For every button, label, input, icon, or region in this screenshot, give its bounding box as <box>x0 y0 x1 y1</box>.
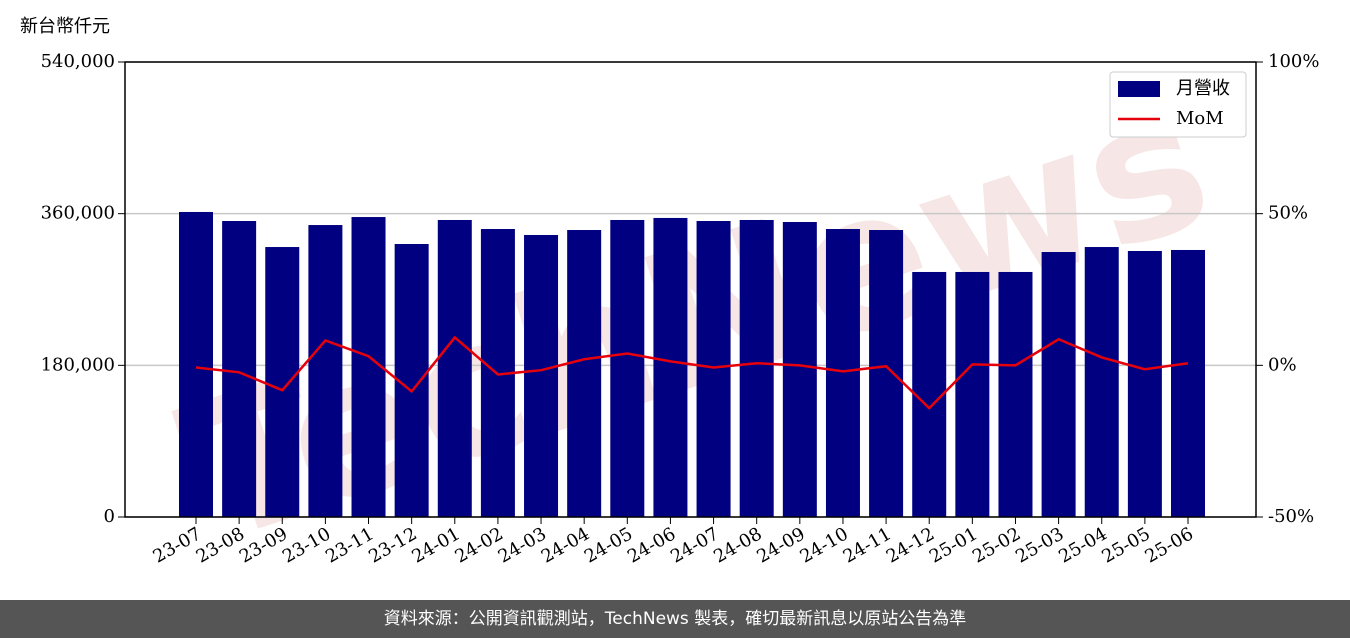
bar <box>739 219 774 517</box>
bar <box>653 217 688 518</box>
bar <box>1041 252 1076 517</box>
bar <box>869 230 904 517</box>
y-tick-label: 180,000 <box>41 354 115 375</box>
y2-tick-label: 0% <box>1268 354 1297 375</box>
bar <box>782 222 817 517</box>
y-tick-label: 540,000 <box>41 51 115 72</box>
bar <box>265 247 300 518</box>
y-tick-label: 0 <box>104 506 115 527</box>
footer: 資料來源：公開資訊觀測站，TechNews 製表，確切最新訊息以原站公告為準 <box>0 600 1350 638</box>
x-tick-label: 25-06 <box>1142 523 1197 567</box>
legend-label: 月營收 <box>1176 78 1230 99</box>
bar <box>955 271 990 517</box>
legend-label: MoM <box>1176 108 1224 129</box>
x-tick-label: 24-11 <box>840 523 895 567</box>
x-tick-label: 24-09 <box>753 523 808 567</box>
bar <box>179 211 213 517</box>
x-tick-label: 24-06 <box>624 523 679 567</box>
bar <box>1127 250 1162 517</box>
x-tick-label: 25-01 <box>926 523 981 567</box>
x-tick-label: 24-07 <box>667 523 722 567</box>
bar <box>222 220 257 517</box>
y2-tick-label: 50% <box>1268 203 1308 224</box>
x-tick-label: 24-04 <box>538 523 593 567</box>
x-tick-label: 24-08 <box>710 523 765 567</box>
x-tick-label: 24-01 <box>408 523 463 567</box>
x-tick-label: 25-03 <box>1012 523 1067 567</box>
y2-tick-label: 100% <box>1268 51 1319 72</box>
y-tick-label: 360,000 <box>41 203 115 224</box>
line <box>195 335 1189 410</box>
bar <box>998 271 1033 517</box>
plot-frame <box>124 61 1257 518</box>
x-tick-label: 24-10 <box>797 523 852 567</box>
legend-swatch <box>1118 81 1160 97</box>
x-tick-label: 25-02 <box>969 523 1024 567</box>
bar <box>1171 249 1205 517</box>
x-tick-label: 25-04 <box>1055 523 1110 567</box>
x-tick-label: 25-05 <box>1098 523 1153 567</box>
y2-tick-label: -50% <box>1268 506 1314 527</box>
bar <box>825 229 860 518</box>
bar <box>308 225 343 517</box>
bar <box>912 271 947 517</box>
y-axis-label: 新台幣仟元 <box>20 16 110 37</box>
bar <box>696 220 731 517</box>
x-tick-label: 24-12 <box>883 523 938 567</box>
bar <box>524 234 559 517</box>
bar <box>610 219 645 517</box>
x-tick-label: 23-07 <box>150 523 205 567</box>
x-tick-label: 24-02 <box>451 523 506 567</box>
bar <box>437 219 472 517</box>
bar <box>394 244 429 517</box>
x-tick-label: 24-05 <box>581 523 636 567</box>
bar <box>1084 247 1119 518</box>
chart: 新台幣仟元 TechNews 0180,000360,000540,000-50… <box>20 16 1319 586</box>
bar <box>567 230 602 517</box>
x-tick-label: 24-03 <box>495 523 550 567</box>
